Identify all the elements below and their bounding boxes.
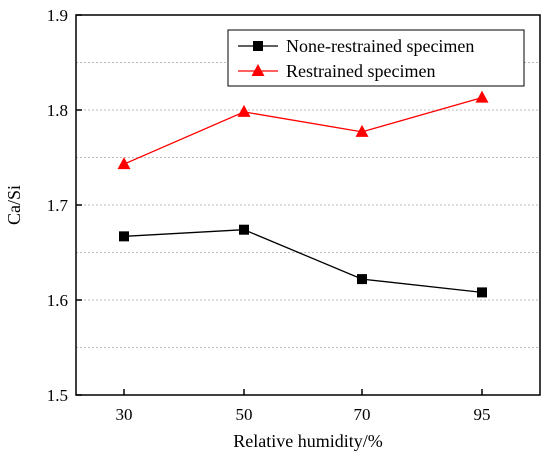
x-tick-label: 30 <box>116 405 133 424</box>
x-axis: 30 50 70 95 <box>116 389 491 424</box>
legend-label: None-restrained specimen <box>286 36 474 56</box>
data-point <box>355 124 369 137</box>
x-tick-label: 70 <box>354 405 371 424</box>
grid-lines <box>76 62 540 348</box>
legend-label: Restrained specimen <box>286 61 435 81</box>
data-point <box>475 90 489 103</box>
y-axis-title: Ca/Si <box>4 185 24 225</box>
legend-marker <box>251 64 265 76</box>
data-point <box>119 231 129 242</box>
y-tick-label: 1.9 <box>47 6 68 25</box>
data-point <box>237 104 251 117</box>
x-axis-title: Relative humidity/% <box>233 431 382 451</box>
data-point <box>117 157 131 170</box>
x-tick-label: 50 <box>236 405 253 424</box>
y-tick-label: 1.5 <box>47 386 68 405</box>
data-point <box>477 287 487 298</box>
legend-box <box>227 29 525 87</box>
data-point <box>239 224 249 235</box>
y-tick-label: 1.8 <box>47 101 68 120</box>
legend-marker <box>253 41 263 51</box>
series-line <box>123 229 483 294</box>
series-layer <box>117 90 489 298</box>
y-axis: 1.5 1.6 1.7 1.8 1.9 <box>47 6 82 405</box>
legend: None-restrained specimen Restrained speci… <box>227 29 525 87</box>
y-tick-label: 1.6 <box>47 291 68 310</box>
x-tick-label: 95 <box>474 405 491 424</box>
series-line <box>123 97 483 165</box>
y-tick-label: 1.7 <box>47 196 69 215</box>
data-point <box>357 274 367 285</box>
